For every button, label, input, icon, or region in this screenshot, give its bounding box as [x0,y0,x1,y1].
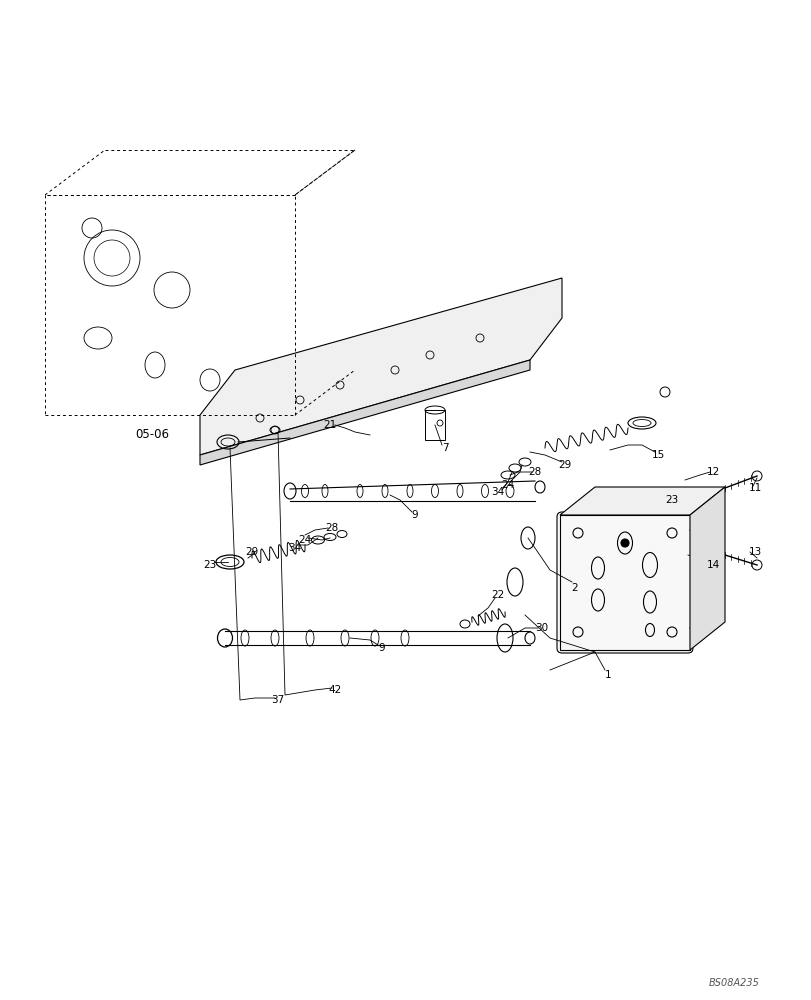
Text: 22: 22 [491,590,504,600]
Text: 15: 15 [650,450,664,460]
Polygon shape [560,487,724,515]
Text: 30: 30 [534,623,548,633]
Text: 05-06: 05-06 [135,428,169,441]
Text: 21: 21 [323,420,337,430]
Text: 1: 1 [604,670,611,680]
Text: 34: 34 [491,487,504,497]
Text: 12: 12 [706,467,719,477]
Text: 24: 24 [298,535,311,545]
FancyBboxPatch shape [556,512,692,653]
Polygon shape [200,278,561,455]
Bar [424,410,444,440]
Text: 2: 2 [571,583,577,593]
Text: 13: 13 [748,547,761,557]
Text: 23: 23 [664,495,678,505]
Text: 23: 23 [203,560,217,570]
Polygon shape [200,360,530,465]
Text: 34: 34 [288,543,301,553]
Text: 11: 11 [748,483,761,493]
Text: 28: 28 [528,467,541,477]
Text: 24: 24 [500,480,514,490]
Circle shape [620,539,629,547]
Text: 29: 29 [558,460,571,470]
Text: BS08A235: BS08A235 [708,978,759,988]
Polygon shape [689,487,724,650]
Text: 28: 28 [325,523,338,533]
Text: 14: 14 [706,560,719,570]
Text: 42: 42 [328,685,341,695]
Text: 29: 29 [245,547,259,557]
Text: 9: 9 [378,643,385,653]
Text: 7: 7 [441,443,448,453]
Text: 9: 9 [411,510,418,520]
Text: 37: 37 [271,695,285,705]
